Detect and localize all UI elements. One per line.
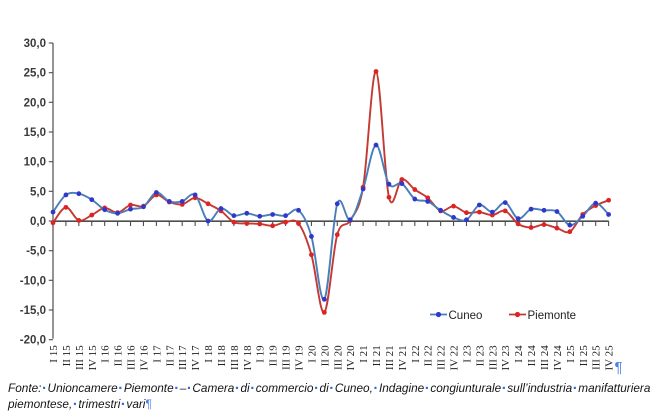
svg-text:III 21: III 21 [384,345,396,370]
svg-text:II 18: II 18 [216,345,228,367]
svg-text:II 15: II 15 [61,345,73,367]
svg-text:II 22: II 22 [423,345,435,366]
svg-text:15,0: 15,0 [24,127,46,139]
svg-text:10,0: 10,0 [24,157,46,169]
svg-text:¶: ¶ [615,359,623,376]
svg-text:IV 20: IV 20 [345,345,357,371]
svg-text:I 18: I 18 [203,345,215,363]
svg-text:IV 24: IV 24 [552,345,564,371]
svg-text:III 22: III 22 [436,345,448,370]
svg-text:III 16: III 16 [126,345,138,370]
svg-text:III 18: III 18 [229,345,241,370]
svg-text:I 16: I 16 [100,345,112,363]
svg-text:IV 25: IV 25 [604,345,616,371]
svg-text:IV 19: IV 19 [294,345,306,371]
svg-text:IV 16: IV 16 [138,345,150,371]
svg-text:20,0: 20,0 [24,97,46,109]
svg-text:I 25: I 25 [565,345,577,363]
svg-text:II 16: II 16 [113,345,125,367]
svg-text:0,0: 0,0 [30,216,46,228]
svg-text:-20,0: -20,0 [20,335,46,347]
svg-text:IV 22: IV 22 [449,345,461,370]
svg-text:Cuneo: Cuneo [449,310,483,322]
svg-text:Piemonte: Piemonte [528,310,577,322]
svg-text:II 19: II 19 [268,345,280,367]
svg-text:II 17: II 17 [164,345,176,367]
svg-text:I 23: I 23 [461,345,473,363]
svg-text:I 24: I 24 [513,345,525,363]
svg-text:5,0: 5,0 [30,186,46,198]
svg-text:I 17: I 17 [151,345,163,363]
svg-text:-10,0: -10,0 [20,275,46,287]
svg-text:III 15: III 15 [74,345,86,370]
svg-text:-5,0: -5,0 [26,246,46,258]
svg-text:I 20: I 20 [306,345,318,363]
svg-text:I 22: I 22 [410,345,422,362]
svg-text:IV 15: IV 15 [87,345,99,371]
svg-text:III 17: III 17 [177,345,189,370]
svg-text:II 21: II 21 [371,345,383,366]
svg-text:II 24: II 24 [526,345,538,367]
svg-text:II 20: II 20 [319,345,331,367]
svg-text:III 24: III 24 [539,345,551,370]
svg-text:-15,0: -15,0 [20,305,46,317]
svg-text:II 25: II 25 [578,345,590,367]
svg-text:25,0: 25,0 [24,68,46,80]
svg-text:III 23: III 23 [487,345,499,370]
svg-text:IV 23: IV 23 [500,345,512,371]
svg-text:III 19: III 19 [281,345,293,370]
svg-text:IV 21: IV 21 [397,345,409,370]
svg-text:I 19: I 19 [255,345,267,363]
svg-text:III 25: III 25 [591,345,603,370]
svg-text:30,0: 30,0 [24,38,46,50]
svg-text:III 20: III 20 [332,345,344,370]
svg-text:I 21: I 21 [358,345,370,362]
svg-text:I 15: I 15 [48,345,60,363]
svg-text:II 23: II 23 [474,345,486,367]
svg-text:IV 18: IV 18 [242,345,254,371]
svg-text:IV 17: IV 17 [190,345,202,371]
